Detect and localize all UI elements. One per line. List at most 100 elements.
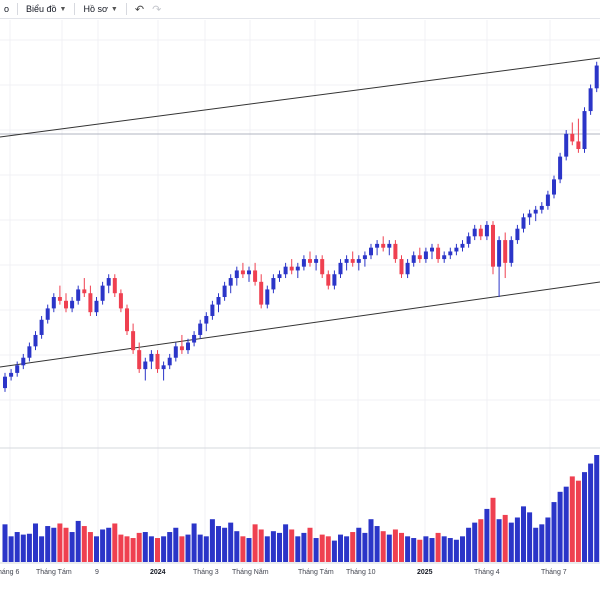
x-axis-tick-label: Tháng Năm <box>232 569 269 576</box>
candle-body <box>186 342 190 351</box>
volume-bar <box>106 527 112 562</box>
candle-body <box>39 319 44 335</box>
candle-body <box>570 133 575 142</box>
candle-body <box>558 156 563 180</box>
volume-bar <box>124 536 130 562</box>
volume-bar <box>289 529 295 562</box>
top-toolbar: o Biểu đồ ▼ Hồ sơ ▼ ↶ ↷ <box>0 0 600 19</box>
volume-bar <box>161 536 167 562</box>
candle-body <box>326 274 331 286</box>
x-axis-tick-label: 9 <box>95 569 99 576</box>
time-axis: háng 6 Tháng Tám 9 2024 Tháng 3 Tháng Năm Thán… <box>0 569 567 576</box>
volume-bar <box>26 533 32 562</box>
volume-bar <box>2 524 8 562</box>
volume-bar <box>527 512 533 562</box>
volume-bar <box>270 531 276 562</box>
volume-bar <box>179 536 185 562</box>
volume-bar <box>155 538 160 562</box>
candle-body <box>161 365 166 370</box>
volume-bar <box>569 476 575 562</box>
candle-body <box>253 270 258 282</box>
candle-body <box>283 266 288 275</box>
volume-bar <box>582 472 587 562</box>
candle-body <box>509 240 514 263</box>
volume-bar <box>521 506 526 562</box>
candle-body <box>210 304 215 316</box>
toolbar-separator <box>74 3 76 15</box>
candle-body <box>57 297 62 301</box>
candle-body <box>149 353 154 362</box>
candle-body <box>375 243 380 248</box>
volume-bar <box>20 534 26 562</box>
candle-body <box>155 353 160 370</box>
candle-body <box>393 243 398 260</box>
candle-body <box>411 255 416 263</box>
candle-body <box>484 224 489 237</box>
candle-body <box>320 259 325 275</box>
candle-body <box>88 293 93 313</box>
volume-bar <box>283 524 289 562</box>
volume-bar <box>563 486 569 562</box>
candle-body <box>167 357 172 366</box>
candle-body <box>594 65 599 89</box>
volume-bar <box>460 536 465 562</box>
volume-bar <box>356 527 362 562</box>
candle-body <box>131 331 136 351</box>
volume-bar <box>533 527 539 562</box>
candle-body <box>350 259 355 263</box>
candle-body <box>21 357 26 366</box>
candle-body <box>545 194 550 206</box>
volume-bar <box>545 517 551 562</box>
volume-bar <box>94 536 99 562</box>
candle-body <box>192 334 197 343</box>
candle-body <box>436 247 441 260</box>
volume-bar <box>374 526 380 562</box>
chart-menu-button[interactable]: Biểu đồ ▼ <box>22 0 70 18</box>
volume-bar <box>313 538 319 562</box>
candle-body <box>45 308 50 320</box>
candle-body <box>362 255 367 260</box>
volume-bar <box>148 536 154 562</box>
volume-bar <box>252 524 258 562</box>
candle-body <box>204 315 209 324</box>
volume-bar <box>234 531 240 562</box>
candle-body <box>112 278 117 294</box>
volume-bar <box>331 540 337 562</box>
candle-body <box>417 255 422 260</box>
candle-body <box>179 346 184 351</box>
candle-body <box>173 346 178 358</box>
candle-body <box>247 270 251 275</box>
candle-body <box>222 285 227 298</box>
undo-icon[interactable]: ↶ <box>134 3 145 16</box>
volume-bar <box>594 455 600 562</box>
volume-bar <box>264 536 270 562</box>
volume-bar <box>429 538 435 562</box>
candle-body <box>308 259 312 263</box>
candle-body <box>515 228 520 241</box>
candle-body <box>448 251 453 256</box>
volume-bar <box>136 532 142 562</box>
candle-body <box>332 274 337 286</box>
volume-bar <box>399 532 404 562</box>
candle-body <box>338 262 343 275</box>
volume-bar <box>191 523 197 562</box>
profile-menu-button[interactable]: Hồ sơ ▼ <box>79 0 121 18</box>
candle-body <box>15 365 20 373</box>
candle-body <box>356 259 361 263</box>
candle-body <box>381 243 386 248</box>
volume-bar <box>502 514 508 562</box>
volume-bar <box>362 532 368 562</box>
volume-bars <box>2 455 600 562</box>
volume-bar <box>441 536 447 562</box>
volume-bar <box>453 539 459 562</box>
candle-body <box>491 224 495 267</box>
volume-bar <box>277 532 282 562</box>
volume-bar <box>496 519 502 562</box>
redo-icon[interactable]: ↷ <box>152 3 162 16</box>
toolbar-item-partial[interactable]: o <box>0 0 13 18</box>
volume-bar <box>240 536 246 562</box>
volume-bar <box>228 522 234 562</box>
volume-bar <box>392 529 398 562</box>
volume-bar <box>575 480 581 562</box>
